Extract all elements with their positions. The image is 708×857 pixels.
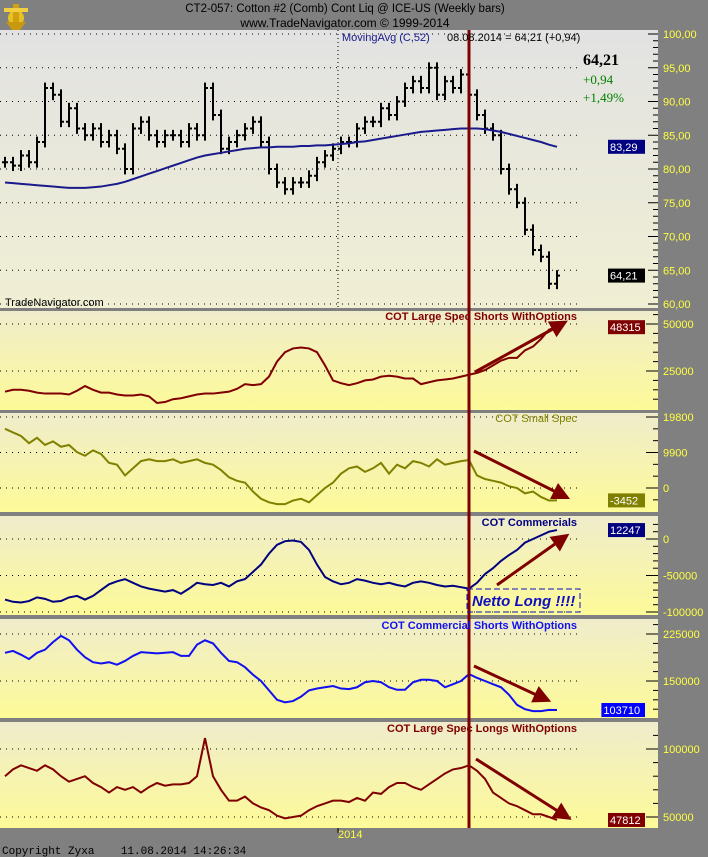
cot-line [4,427,558,506]
axis-tick-label: 100,00 [663,29,697,41]
value-label: 83,29 [610,142,638,154]
arrow-down-icon [473,664,552,703]
x-tick-label: 2014 [338,829,362,841]
value-label: 64,21 [610,271,638,283]
moving-average-line [4,127,558,189]
panel-title-commercials: COT Commercials [482,517,577,529]
axis-tick-label: -50000 [663,571,697,583]
axis-tick-label: 75,00 [663,198,691,210]
price-change: +0,94 [583,72,614,87]
value-label: 12247 [610,525,641,537]
axis-tick-label: 9900 [663,448,687,460]
chart-title: CT2-057: Cotton #2 (Comb) Cont Liq @ ICE… [185,3,505,15]
axis-tick-label: 50000 [663,319,694,331]
arrow-down-icon [475,757,572,820]
cot-panel [0,619,658,718]
cot-line [4,634,558,713]
cot-panel [0,722,658,828]
copyright-text: Copyright Zyxa 11.08.2014 14:26:34 [2,846,247,857]
axis-tick-label: 150000 [663,676,700,688]
value-label-box [608,320,645,335]
series-layer [2,62,560,821]
axis-tick-label: 95,00 [663,63,691,75]
value-label-box [608,493,645,508]
trend-arrows [473,320,572,820]
value-label-box [608,139,645,154]
axis-tick-label: 70,00 [663,232,691,244]
panel-title-commercial-shorts: COT Commercial Shorts WithOptions [382,620,577,632]
value-label: 103710 [603,705,640,717]
panel-title-large-spec-longs: COT Large Spec Longs WithOptions [387,723,577,735]
panel-title-large-spec-shorts: COT Large Spec Shorts WithOptions [385,311,577,323]
value-label-box [608,812,645,827]
panel-divider [0,410,658,413]
axis-tick-label: 25000 [663,366,694,378]
cot-line [4,529,558,604]
axis-tick-label: 65,00 [663,265,691,277]
axis-tick-label: 19800 [663,412,694,424]
axis-tick-label: 0 [663,483,669,495]
value-label: 48315 [610,322,641,334]
gridlines [0,33,580,818]
arrow-up-icon [496,533,570,587]
cot-panels [0,308,658,828]
axis-tick-label: 0 [663,534,669,546]
price-change-percent: +1,49% [583,90,624,105]
axis-tick-label: 80,00 [663,164,691,176]
axis-tick-label: 225000 [663,629,700,641]
axis-tick-label: 60,00 [663,299,691,311]
cot-panel [0,413,658,512]
panel-divider [0,308,658,311]
cot-line [4,326,558,405]
cot-line [4,737,558,821]
annotation-text[interactable]: Netto Long !!!! [472,593,575,610]
chart-subtitle: www.TradeNavigator.com © 1999-2014 [239,16,449,30]
panel-divider [0,616,658,619]
value-label-box [608,268,645,283]
value-label-box [608,523,645,538]
price-panel[interactable] [0,30,658,308]
value-label: -3452 [610,495,638,507]
watermark: TradeNavigator.com [5,297,104,309]
arrow-down-icon [473,449,571,500]
axis-tick-label: 100000 [663,744,700,756]
arrow-up-icon [474,320,568,374]
panel-title-small-spec: COT Small Spec [495,413,577,425]
cursor-readout: 08.08.2014 = 64,21 (+0,94) [447,32,580,44]
axis-tick-label: 90,00 [663,97,691,109]
indicator-label[interactable]: MovingAvg (C,52) [342,32,430,44]
value-label-box [601,703,645,718]
axis-tick-label: -100000 [663,607,703,619]
price-axis: 100,00 95,00 90,00 85,00 80,00 75,00 70,00 65,0… [646,29,703,824]
axis-tick-label: 50000 [663,812,694,824]
last-price: 64,21 [583,52,619,69]
value-label: 47812 [610,815,641,827]
panel-divider [0,719,658,722]
annotation-box[interactable] [466,588,581,613]
axis-tick-label: 85,00 [663,130,691,142]
logo-icon [4,4,28,30]
value-labels: 83,29 64,21 48315 -3452 12247 103710 47812 [601,139,645,827]
panel-divider [0,513,658,516]
